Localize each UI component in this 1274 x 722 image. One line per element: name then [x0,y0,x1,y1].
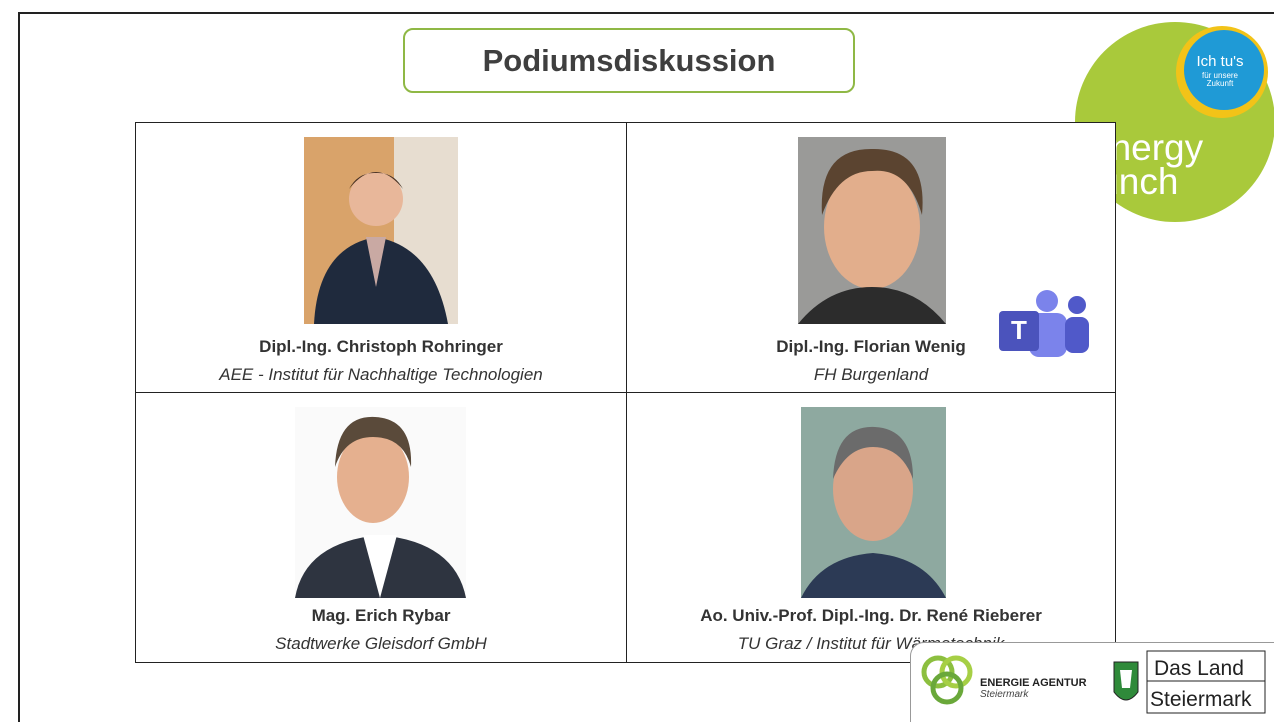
land-steiermark-logo: Das Land Steiermark [1113,650,1266,714]
panelist-cell: Mag. Erich Rybar Stadtwerke Gleisdorf Gm… [136,393,626,662]
agency-name: ENERGIE AGENTUR [980,677,1087,689]
teams-icon: T [999,290,1089,357]
portrait [304,137,458,324]
badge-sub: für unsere [1202,71,1239,80]
panelist-cell: Dipl.-Ing. Christoph Rohringer AEE - Ins… [136,123,626,392]
panelist-name: Mag. Erich Rybar [311,606,451,625]
table-divider [136,392,1115,393]
portrait [295,407,466,598]
portrait [801,407,946,598]
energie-agentur-logo: ENERGIE AGENTUR Steiermark [921,655,1087,705]
panelist-cell: T Dipl.-Ing. Florian Wenig FH Burgenland [627,123,1115,392]
panelist-name: Dipl.-Ing. Christoph Rohringer [259,337,503,356]
panelist-name: Dipl.-Ing. Florian Wenig [776,337,966,356]
slide-frame [18,12,1274,722]
panel-table: Dipl.-Ing. Christoph Rohringer AEE - Ins… [135,122,1116,663]
badge-sub: Zukunft [1207,79,1234,88]
teams-letter: T [1011,315,1027,345]
panelist-affiliation: AEE - Institut für Nachhaltige Technolog… [219,365,543,384]
portrait [798,137,946,324]
land-line: Das Land [1154,657,1244,680]
slide-title: Podiumsdiskussion [403,28,855,93]
panelist-cell: Ao. Univ.-Prof. Dipl.-Ing. Dr. René Rieb… [627,393,1115,662]
badge-main: Ich tu's [1196,53,1243,70]
panelist-name: Ao. Univ.-Prof. Dipl.-Ing. Dr. René Rieb… [700,606,1042,625]
agency-region: Steiermark [980,689,1029,700]
panelist-affiliation: FH Burgenland [813,365,929,384]
logo-badge [1184,30,1264,110]
land-line: Steiermark [1150,688,1252,711]
panelist-affiliation: Stadtwerke Gleisdorf GmbH [275,634,487,653]
